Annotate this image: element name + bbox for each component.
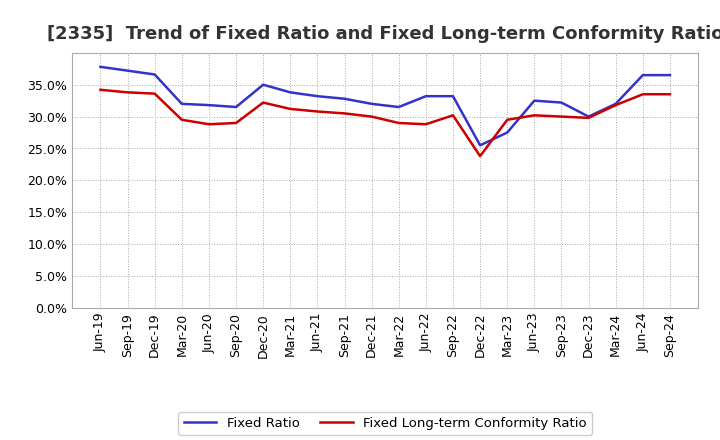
Title: [2335]  Trend of Fixed Ratio and Fixed Long-term Conformity Ratio: [2335] Trend of Fixed Ratio and Fixed Lo… <box>47 25 720 43</box>
Fixed Long-term Conformity Ratio <box>178 117 186 122</box>
Fixed Ratio <box>503 130 511 135</box>
Fixed Ratio <box>232 104 240 110</box>
Fixed Long-term Conformity Ratio <box>395 120 403 126</box>
Fixed Ratio <box>421 94 430 99</box>
Fixed Long-term Conformity Ratio <box>557 114 566 119</box>
Fixed Long-term Conformity Ratio <box>503 117 511 122</box>
Fixed Ratio <box>530 98 539 103</box>
Fixed Ratio <box>395 104 403 110</box>
Fixed Ratio <box>259 82 268 87</box>
Fixed Ratio <box>639 73 647 78</box>
Fixed Long-term Conformity Ratio <box>341 111 349 116</box>
Fixed Long-term Conformity Ratio <box>96 87 105 92</box>
Fixed Long-term Conformity Ratio <box>123 90 132 95</box>
Fixed Long-term Conformity Ratio <box>530 113 539 118</box>
Fixed Ratio <box>123 68 132 73</box>
Fixed Long-term Conformity Ratio <box>584 115 593 121</box>
Fixed Ratio <box>449 94 457 99</box>
Fixed Ratio <box>611 101 620 106</box>
Fixed Ratio <box>96 64 105 70</box>
Fixed Ratio <box>476 143 485 148</box>
Line: Fixed Long-term Conformity Ratio: Fixed Long-term Conformity Ratio <box>101 90 670 156</box>
Fixed Long-term Conformity Ratio <box>449 113 457 118</box>
Fixed Long-term Conformity Ratio <box>259 100 268 105</box>
Fixed Long-term Conformity Ratio <box>313 109 322 114</box>
Fixed Long-term Conformity Ratio <box>611 103 620 108</box>
Fixed Ratio <box>557 100 566 105</box>
Fixed Long-term Conformity Ratio <box>421 121 430 127</box>
Fixed Ratio <box>313 94 322 99</box>
Fixed Ratio <box>665 73 674 78</box>
Legend: Fixed Ratio, Fixed Long-term Conformity Ratio: Fixed Ratio, Fixed Long-term Conformity … <box>179 411 592 435</box>
Fixed Long-term Conformity Ratio <box>639 92 647 97</box>
Line: Fixed Ratio: Fixed Ratio <box>101 67 670 145</box>
Fixed Long-term Conformity Ratio <box>286 106 294 112</box>
Fixed Ratio <box>286 90 294 95</box>
Fixed Long-term Conformity Ratio <box>150 91 159 96</box>
Fixed Ratio <box>584 114 593 119</box>
Fixed Ratio <box>367 101 376 106</box>
Fixed Ratio <box>204 103 213 108</box>
Fixed Long-term Conformity Ratio <box>367 114 376 119</box>
Fixed Ratio <box>150 72 159 77</box>
Fixed Ratio <box>341 96 349 101</box>
Fixed Long-term Conformity Ratio <box>232 120 240 126</box>
Fixed Long-term Conformity Ratio <box>476 154 485 159</box>
Fixed Long-term Conformity Ratio <box>204 121 213 127</box>
Fixed Ratio <box>178 101 186 106</box>
Fixed Long-term Conformity Ratio <box>665 92 674 97</box>
